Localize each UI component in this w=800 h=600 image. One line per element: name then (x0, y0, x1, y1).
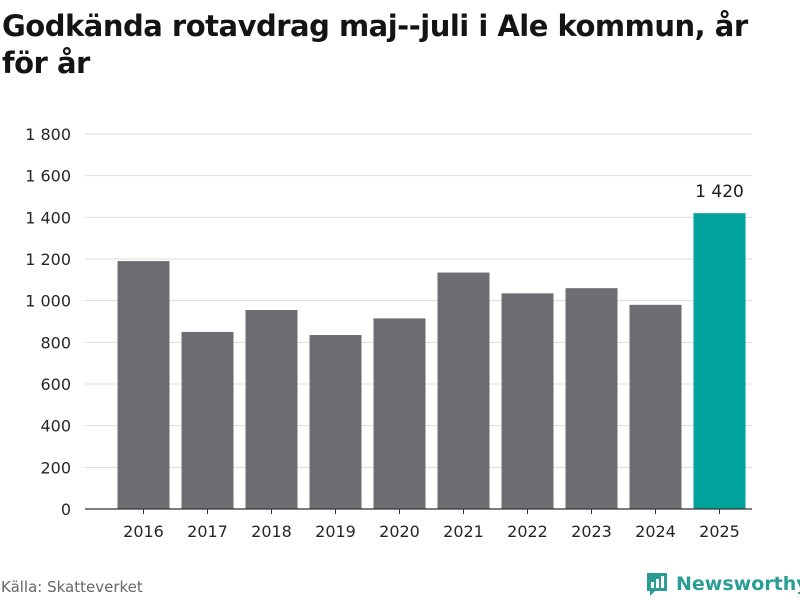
x-tick-label: 2025 (699, 522, 740, 541)
bar-2017 (181, 331, 234, 509)
bar-2024 (629, 304, 682, 509)
bar-2025 (693, 213, 746, 509)
x-tick-label: 2019 (315, 522, 356, 541)
x-tick-label: 2020 (379, 522, 420, 541)
source-note: Källa: Skatteverket (1, 578, 143, 596)
bar-2022 (501, 293, 554, 509)
y-tick-label: 1 000 (25, 292, 71, 311)
y-tick-label: 1 400 (25, 208, 71, 227)
x-tick-label: 2018 (251, 522, 292, 541)
x-tick-label: 2017 (187, 522, 228, 541)
y-tick-label: 400 (40, 417, 71, 436)
x-tick-label: 2023 (571, 522, 612, 541)
bar-2021 (437, 272, 490, 509)
x-tick-label: 2021 (443, 522, 484, 541)
x-tick-label: 2024 (635, 522, 676, 541)
chart-title: Godkända rotavdrag maj--juli i Ale kommu… (2, 9, 748, 80)
y-tick-label: 1 800 (25, 125, 71, 144)
bar-2023 (565, 288, 618, 509)
y-tick-label: 1 200 (25, 250, 71, 269)
brand-logo[interactable]: Newsworthy (645, 569, 800, 599)
data-label: 1 420 (695, 182, 744, 202)
y-tick-label: 1 600 (25, 167, 71, 186)
bar-2018 (245, 310, 298, 509)
bar-2016 (117, 261, 170, 509)
brand-name: Newsworthy (676, 573, 800, 595)
x-tick-label: 2022 (507, 522, 548, 541)
bar-2019 (309, 335, 362, 509)
bar-2020 (373, 318, 426, 509)
x-tick-label: 2016 (123, 522, 164, 541)
y-tick-label: 600 (40, 375, 71, 394)
y-tick-label: 200 (40, 458, 71, 477)
newsworthy-logo-icon (647, 573, 667, 596)
y-tick-label: 0 (61, 500, 71, 519)
y-tick-label: 800 (40, 333, 71, 352)
